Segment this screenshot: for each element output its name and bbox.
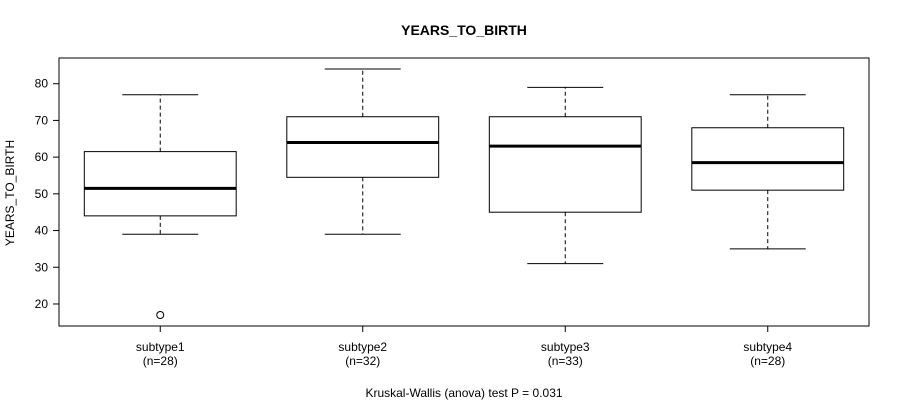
y-tick-label: 30 [35, 260, 49, 274]
x-sample-size-label: (n=33) [548, 354, 583, 368]
iqr-box [83, 151, 237, 217]
box-subtype3 [488, 86, 642, 265]
iqr-box [488, 116, 642, 213]
box-subtype4 [691, 94, 845, 250]
x-sample-size-label: (n=28) [143, 354, 178, 368]
box-subtype1 [83, 94, 237, 319]
outlier-point [156, 310, 165, 319]
x-category-label: subtype2 [338, 340, 387, 354]
y-tick-label: 60 [35, 150, 49, 164]
y-tick-label: 80 [35, 77, 49, 91]
x-axis-labels: subtype1(n=28)subtype2(n=32)subtype3(n=3… [136, 326, 792, 368]
x-sample-size-label: (n=32) [345, 354, 380, 368]
iqr-box [286, 116, 440, 178]
box-series [83, 68, 845, 319]
y-axis-label: YEARS_TO_BIRTH [3, 140, 17, 246]
y-axis: 20 30 40 50 60 70 80 [35, 77, 60, 311]
x-category-label: subtype4 [743, 340, 792, 354]
x-sample-size-label: (n=28) [750, 354, 785, 368]
y-tick-label: 40 [35, 224, 49, 238]
x-category-label: subtype3 [541, 340, 590, 354]
y-tick-label: 50 [35, 187, 49, 201]
x-category-label: subtype1 [136, 340, 185, 354]
chart-title: YEARS_TO_BIRTH [401, 22, 527, 38]
box-subtype2 [286, 68, 440, 235]
y-tick-label: 70 [35, 113, 49, 127]
test-footnote: Kruskal-Wallis (anova) test P = 0.031 [365, 386, 562, 400]
iqr-box [691, 127, 845, 191]
y-tick-label: 20 [35, 297, 49, 311]
